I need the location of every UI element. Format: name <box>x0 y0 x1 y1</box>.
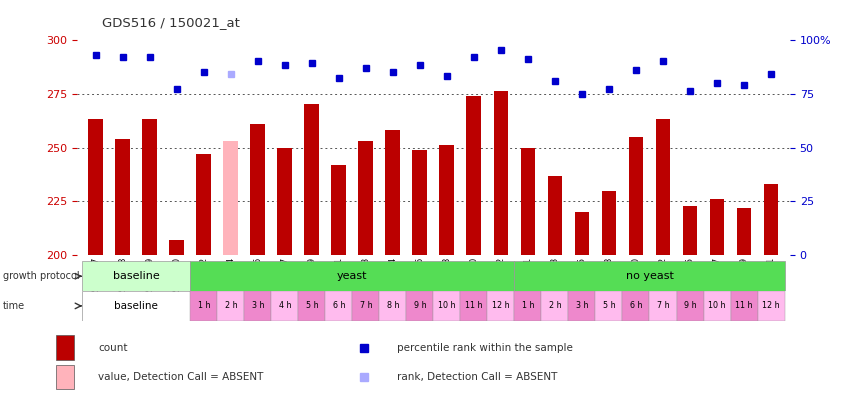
Text: yeast: yeast <box>337 271 367 281</box>
Bar <box>88 120 103 255</box>
Bar <box>622 291 649 321</box>
Bar <box>325 291 352 321</box>
Text: 6 h: 6 h <box>629 301 641 310</box>
Text: 5 h: 5 h <box>305 301 318 310</box>
Text: 9 h: 9 h <box>413 301 426 310</box>
Bar <box>142 120 157 255</box>
Bar <box>703 291 729 321</box>
Bar <box>115 139 130 255</box>
Text: 4 h: 4 h <box>278 301 291 310</box>
Bar <box>514 261 784 291</box>
Bar <box>190 261 514 291</box>
Bar <box>82 291 190 321</box>
Text: no yeast: no yeast <box>625 271 673 281</box>
Bar <box>487 291 514 321</box>
Text: percentile rank within the sample: percentile rank within the sample <box>397 343 572 352</box>
Text: 1 h: 1 h <box>521 301 534 310</box>
Bar <box>493 91 508 255</box>
Bar <box>757 291 784 321</box>
Text: 2 h: 2 h <box>224 301 237 310</box>
Bar <box>520 148 535 255</box>
Bar <box>601 191 616 255</box>
Bar <box>736 208 751 255</box>
Text: 1 h: 1 h <box>197 301 210 310</box>
Text: 7 h: 7 h <box>656 301 669 310</box>
Bar <box>547 175 562 255</box>
Bar <box>432 291 460 321</box>
Bar <box>55 335 74 360</box>
Bar <box>682 206 697 255</box>
Bar <box>439 145 454 255</box>
Text: time: time <box>3 301 25 311</box>
Text: 7 h: 7 h <box>359 301 372 310</box>
Bar <box>196 154 211 255</box>
Text: 11 h: 11 h <box>465 301 482 310</box>
Bar <box>729 291 757 321</box>
Text: growth protocol: growth protocol <box>3 271 79 282</box>
Bar <box>649 291 676 321</box>
Text: baseline: baseline <box>114 301 158 311</box>
Text: 12 h: 12 h <box>762 301 779 310</box>
Text: 3 h: 3 h <box>252 301 264 310</box>
Text: 12 h: 12 h <box>491 301 509 310</box>
Bar <box>574 212 589 255</box>
Bar <box>244 291 271 321</box>
Text: 10 h: 10 h <box>438 301 456 310</box>
Bar <box>406 291 432 321</box>
Text: 3 h: 3 h <box>575 301 588 310</box>
Bar <box>514 291 541 321</box>
Bar <box>55 365 74 389</box>
Text: 5 h: 5 h <box>602 301 614 310</box>
Bar <box>217 291 244 321</box>
Bar <box>676 291 703 321</box>
Text: value, Detection Call = ABSENT: value, Detection Call = ABSENT <box>98 372 264 382</box>
Bar <box>763 184 778 255</box>
Bar <box>541 291 568 321</box>
Text: 10 h: 10 h <box>707 301 725 310</box>
Bar <box>271 291 298 321</box>
Bar <box>352 291 379 321</box>
Bar <box>628 137 642 255</box>
Bar <box>250 124 265 255</box>
Bar <box>385 130 400 255</box>
Bar <box>655 120 670 255</box>
Bar <box>190 291 217 321</box>
Bar <box>298 291 325 321</box>
Bar <box>82 261 190 291</box>
Bar <box>331 165 345 255</box>
Text: baseline: baseline <box>113 271 160 281</box>
Bar <box>709 199 723 255</box>
Bar <box>277 148 292 255</box>
Bar <box>412 150 426 255</box>
Bar <box>304 105 319 255</box>
Bar <box>223 141 238 255</box>
Text: rank, Detection Call = ABSENT: rank, Detection Call = ABSENT <box>397 372 557 382</box>
Text: GDS516 / 150021_at: GDS516 / 150021_at <box>102 16 240 29</box>
Text: 11 h: 11 h <box>734 301 751 310</box>
Text: 8 h: 8 h <box>386 301 398 310</box>
Bar <box>169 240 184 255</box>
Text: 2 h: 2 h <box>548 301 560 310</box>
Text: 6 h: 6 h <box>332 301 345 310</box>
Text: count: count <box>98 343 128 352</box>
Bar <box>379 291 406 321</box>
Bar <box>358 141 373 255</box>
Bar <box>460 291 487 321</box>
Bar <box>568 291 595 321</box>
Bar <box>595 291 622 321</box>
Text: 9 h: 9 h <box>683 301 695 310</box>
Bar <box>466 96 481 255</box>
